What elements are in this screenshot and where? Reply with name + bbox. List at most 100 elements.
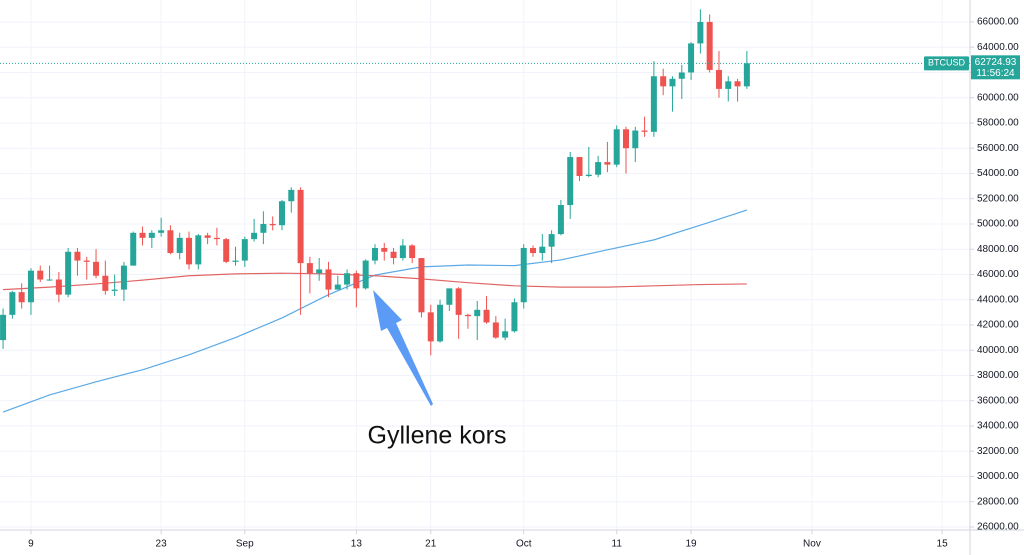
price-box	[971, 55, 1020, 80]
candle-body	[251, 232, 258, 240]
candle-body	[278, 201, 285, 226]
candle-body	[613, 129, 620, 165]
y-tick-label: 66000.00	[977, 17, 1019, 28]
candle-body	[632, 130, 639, 149]
candle-body	[269, 223, 276, 226]
candle-body	[688, 43, 695, 73]
price-countdown: 11:56:24	[976, 68, 1015, 79]
x-tick-label: 23	[156, 539, 168, 550]
candle-body	[334, 284, 341, 290]
grid	[0, 0, 970, 530]
candle-body	[27, 270, 34, 303]
x-tick-label: 13	[351, 539, 363, 550]
candle-body	[158, 230, 165, 233]
candle-body	[585, 174, 592, 176]
candle-body	[288, 189, 295, 202]
candle-body	[734, 81, 741, 87]
x-tick-label: Sep	[236, 539, 254, 550]
candle-body	[557, 205, 564, 235]
x-tick-label: Nov	[803, 539, 821, 550]
candle-body	[83, 260, 90, 262]
candle-body	[167, 230, 174, 254]
y-tick-label: 42000.00	[977, 320, 1019, 331]
annotation-text: Gyllene kors	[368, 422, 507, 450]
y-tick-label: 60000.00	[977, 92, 1019, 103]
moving-average-line	[3, 272, 747, 291]
x-tick-label: 21	[425, 539, 437, 550]
candle-body	[455, 288, 462, 315]
candle-body	[511, 302, 518, 332]
y-tick-label: 30000.00	[977, 471, 1019, 482]
candle-body	[353, 273, 360, 289]
candle-body	[418, 258, 425, 313]
candle-body	[74, 251, 81, 261]
x-tick-label: 9	[28, 539, 34, 550]
candle-body	[520, 247, 527, 303]
candle-body	[362, 260, 369, 289]
candle-body	[743, 63, 750, 87]
candle-body	[55, 279, 62, 295]
y-tick-label: 26000.00	[977, 522, 1019, 533]
candle-body	[548, 234, 555, 247]
candle-body	[316, 269, 323, 274]
candle-body	[390, 251, 397, 259]
y-tick-label: 38000.00	[977, 370, 1019, 381]
candle-body	[604, 162, 611, 165]
price-value: 62724.93	[975, 57, 1017, 68]
candle-body	[669, 78, 676, 87]
candle-body	[381, 247, 388, 252]
candle-body	[464, 314, 471, 317]
candle-body	[725, 81, 732, 89]
y-tick-label: 40000.00	[977, 345, 1019, 356]
candle-body	[37, 270, 44, 280]
candle-body	[195, 235, 202, 265]
candle-body	[18, 292, 25, 303]
candle-body	[595, 162, 602, 175]
candle-body	[93, 261, 100, 276]
annotation-arrow	[373, 290, 433, 406]
y-tick-label: 52000.00	[977, 193, 1019, 204]
candle-body	[176, 237, 183, 254]
symbol-box	[924, 56, 969, 71]
x-tick-label: 11	[612, 539, 623, 550]
candle-body	[622, 129, 629, 149]
candle-body	[204, 235, 211, 238]
candle-body	[260, 223, 267, 233]
y-tick-label: 58000.00	[977, 118, 1019, 129]
candles	[0, 9, 750, 356]
candle-body	[241, 239, 248, 261]
candle-body	[492, 322, 499, 338]
candle-body	[0, 314, 7, 341]
candle-body	[641, 130, 648, 132]
candle-body	[530, 247, 537, 254]
candle-body	[139, 232, 146, 238]
candle-body	[325, 269, 332, 290]
y-tick-label: 56000.00	[977, 143, 1019, 154]
moving-average-line	[2, 209, 748, 413]
candle-body	[437, 304, 444, 342]
candle-body	[213, 237, 220, 240]
candle-body	[46, 279, 53, 281]
candle-body	[223, 239, 230, 262]
x-tick-label: 15	[937, 539, 949, 550]
candle-body	[576, 157, 583, 176]
candle-body	[111, 289, 118, 291]
candle-body	[539, 246, 546, 254]
candle-body	[9, 292, 16, 315]
candle-body	[474, 309, 481, 317]
candle-body	[297, 189, 304, 264]
symbol-label: BTCUSD	[928, 58, 966, 68]
candle-body	[567, 157, 574, 206]
candle-body	[344, 273, 351, 285]
candle-body	[186, 237, 193, 265]
x-tick-label: Oct	[516, 539, 532, 550]
candle-body	[409, 245, 416, 259]
candle-body	[148, 232, 155, 238]
x-tick-label: 19	[686, 539, 698, 550]
candle-body	[232, 260, 239, 262]
y-tick-label: 44000.00	[977, 294, 1019, 305]
candle-body	[65, 251, 72, 295]
